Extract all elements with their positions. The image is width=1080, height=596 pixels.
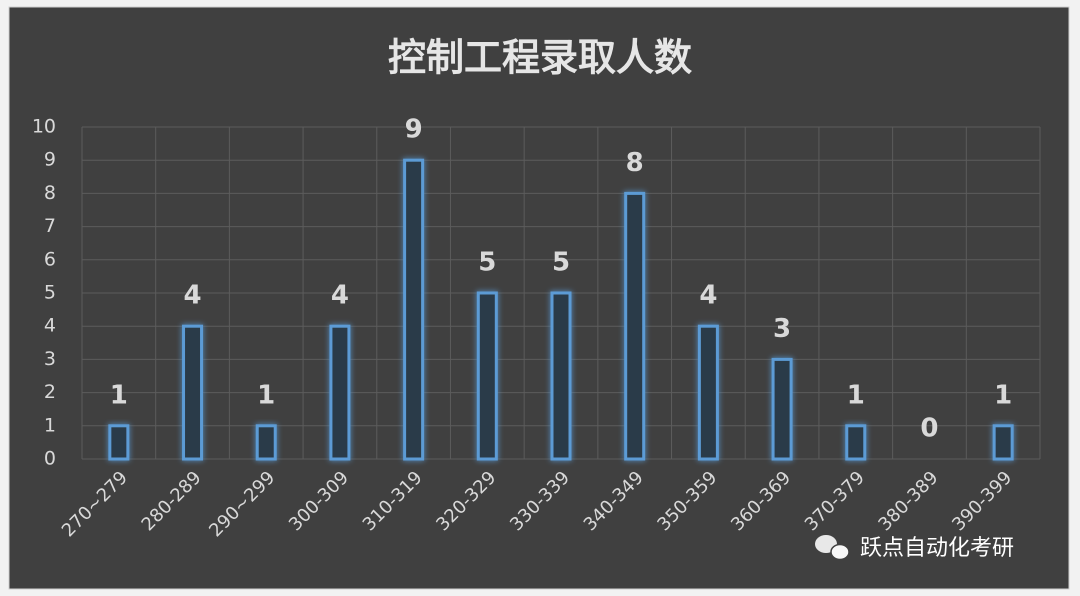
bar xyxy=(624,191,646,461)
y-tick-label: 7 xyxy=(44,215,56,237)
data-label: 1 xyxy=(110,380,128,410)
y-tick-label: 9 xyxy=(44,149,56,171)
y-tick-label: 3 xyxy=(44,348,56,370)
bar xyxy=(182,324,204,461)
y-tick-label: 5 xyxy=(44,282,56,304)
bar xyxy=(992,424,1014,461)
bar xyxy=(845,424,867,461)
watermark-icon xyxy=(815,535,850,561)
data-label: 4 xyxy=(331,281,349,311)
data-label: 3 xyxy=(773,314,791,344)
y-tick-label: 8 xyxy=(44,182,56,204)
bar xyxy=(403,158,425,461)
data-label: 5 xyxy=(552,248,570,278)
bar xyxy=(476,291,498,461)
y-tick-label: 2 xyxy=(44,381,56,403)
data-label: 1 xyxy=(257,380,275,410)
data-label: 8 xyxy=(626,148,644,178)
bar xyxy=(329,324,351,461)
bar xyxy=(697,324,719,461)
bar xyxy=(771,357,793,461)
y-tick-label: 4 xyxy=(44,315,56,337)
data-label: 5 xyxy=(478,248,496,278)
chart-title: 控制工程录取人数 xyxy=(388,36,692,80)
y-tick-label: 1 xyxy=(44,414,56,436)
watermark: 跃点自动化考研 xyxy=(860,536,1014,561)
data-label: 9 xyxy=(405,115,423,145)
bar xyxy=(108,424,130,461)
data-label: 4 xyxy=(183,281,201,311)
bar xyxy=(550,291,572,461)
data-label: 1 xyxy=(847,380,865,410)
data-label: 1 xyxy=(994,380,1012,410)
data-label: 0 xyxy=(920,414,938,444)
y-tick-label: 0 xyxy=(44,448,56,470)
y-tick-label: 6 xyxy=(44,248,56,270)
bar xyxy=(255,424,277,461)
y-tick-label: 10 xyxy=(32,116,56,138)
data-label: 4 xyxy=(699,281,717,311)
